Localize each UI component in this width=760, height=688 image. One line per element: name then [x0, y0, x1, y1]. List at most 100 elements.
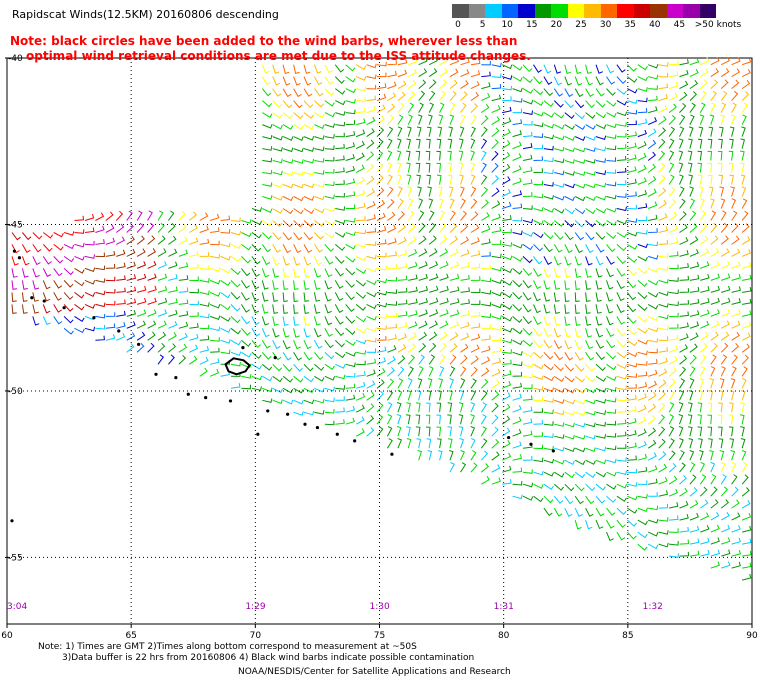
wind-barb [407, 210, 415, 221]
wind-barb [136, 309, 147, 317]
wind-barb [741, 332, 751, 341]
wind-barb [460, 262, 470, 269]
wind-barb [324, 88, 335, 96]
wind-barb [425, 162, 431, 173]
wind-barb [648, 228, 658, 233]
y-tick-label: -55 [8, 553, 23, 563]
wind-barb [564, 232, 574, 241]
wind-barb [261, 363, 273, 371]
wind-barb [147, 260, 157, 269]
wind-barb [585, 124, 596, 130]
wind-barb [564, 399, 575, 405]
wind-barb [512, 216, 523, 222]
contamination-dot [154, 372, 158, 376]
wind-barb [522, 166, 533, 173]
wind-barb [293, 399, 304, 405]
wind-barb [543, 244, 553, 253]
wind-barb [689, 68, 699, 78]
wind-barb [282, 328, 290, 338]
wind-barb [731, 525, 741, 533]
wind-barb [220, 349, 231, 355]
wind-barb [261, 88, 272, 97]
wind-barb [313, 64, 322, 74]
wind-barb [741, 462, 748, 473]
wind-barb [251, 316, 260, 326]
wind-barb [439, 285, 449, 293]
wind-barb [481, 264, 491, 270]
footer-credit: NOAA/NESDIS/Center for Satellite Applica… [238, 667, 511, 677]
wind-barb [741, 114, 747, 125]
wind-barb [648, 338, 659, 343]
wind-barb [115, 210, 124, 221]
wind-barb [366, 201, 376, 209]
wind-barb [438, 114, 444, 125]
wind-barb [355, 416, 365, 425]
wind-barb [554, 146, 565, 152]
wind-barb [406, 162, 411, 173]
wind-barb [470, 174, 476, 185]
wind-barb [679, 474, 687, 485]
wind-barb [189, 237, 199, 245]
wind-barb [157, 273, 168, 281]
wind-barb [335, 232, 346, 238]
wind-barb [543, 112, 555, 118]
wind-barb [63, 280, 74, 288]
wind-barb [313, 76, 323, 86]
wind-barb [648, 327, 659, 333]
wind-barb [658, 239, 669, 245]
wind-barb [262, 208, 273, 213]
wind-barb [688, 402, 693, 413]
wind-barb [460, 236, 469, 245]
wind-barb [731, 68, 741, 78]
wind-barb [168, 321, 178, 329]
x-tick-label: 75 [374, 631, 385, 640]
wind-barb [147, 297, 157, 305]
wind-barb [261, 244, 272, 253]
wind-barb [345, 178, 356, 185]
wind-barb [512, 339, 523, 346]
wind-barb [637, 531, 648, 539]
wind-barb [470, 211, 479, 221]
wind-barb [564, 256, 572, 266]
wind-barb [626, 519, 637, 527]
wind-barb [669, 553, 679, 558]
wind-barb [595, 446, 607, 452]
colorbar-swatch [600, 4, 617, 18]
wind-barb [595, 182, 607, 188]
wind-barb [585, 147, 596, 152]
wind-barb [418, 354, 425, 365]
wind-barb [199, 290, 210, 296]
wind-barb [637, 64, 648, 71]
wind-barb [272, 387, 283, 393]
wind-barb [689, 186, 694, 197]
wind-barb [366, 241, 377, 246]
wind-barb [95, 335, 105, 341]
wind-barb [406, 174, 412, 185]
wind-barb [574, 268, 581, 278]
wind-barb [720, 499, 730, 509]
wind-barb [189, 355, 198, 365]
wind-barb [553, 363, 564, 372]
wind-barb [480, 402, 487, 413]
wind-barb [512, 177, 522, 185]
wind-barb [720, 79, 729, 89]
wind-barb [501, 440, 511, 449]
wind-barb [116, 299, 126, 305]
wind-barb [345, 351, 356, 357]
wind-barb [512, 304, 523, 312]
wind-barb [533, 168, 544, 173]
wind-barb [564, 136, 575, 141]
wind-barb [606, 519, 615, 529]
wind-barb [293, 76, 301, 86]
wind-barb [668, 390, 676, 401]
wind-barb [470, 114, 478, 125]
wind-barb [740, 162, 745, 173]
wind-barb [585, 316, 592, 326]
wind-barb [147, 320, 157, 329]
wind-barb [272, 124, 283, 130]
wind-barb [335, 351, 346, 359]
wind-barb [241, 243, 252, 251]
wind-barb [668, 356, 678, 365]
wind-barb [491, 402, 499, 413]
wind-barb [720, 320, 730, 329]
